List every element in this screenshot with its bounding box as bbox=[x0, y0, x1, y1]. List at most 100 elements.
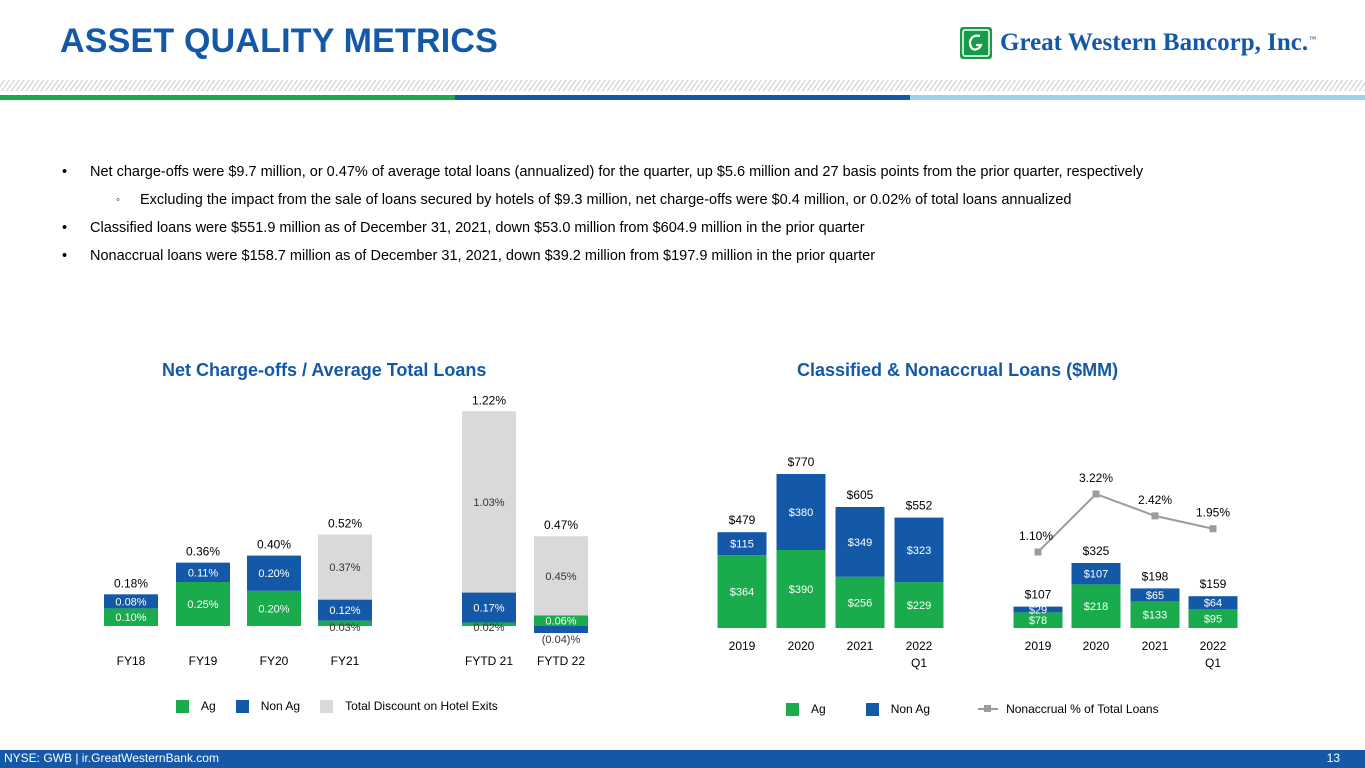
label-ag-FY19: 0.25% bbox=[187, 599, 218, 611]
bar-non-ag-FYTD 21 bbox=[462, 592, 516, 623]
tick-label-2022 Q1: 2022 bbox=[906, 639, 933, 653]
bar-ag-FY21 bbox=[318, 620, 372, 626]
label-ag-2020: $390 bbox=[789, 584, 813, 596]
tick-label-2019: 2019 bbox=[729, 639, 756, 653]
bar-ag-Nonaccrual Loans-2019 bbox=[1013, 612, 1063, 628]
header-hatch-divider bbox=[0, 80, 1365, 91]
label-ag-2021: $133 bbox=[1143, 610, 1167, 622]
label-total-FY21: 0.52% bbox=[328, 516, 362, 530]
bar-ag-FYTD 21 bbox=[462, 622, 516, 626]
bar-ag-Classified Loans-2022 Q1 bbox=[894, 582, 944, 628]
bar-ag-FYTD 22 bbox=[534, 615, 588, 626]
bar-non-ag-FY19 bbox=[176, 562, 230, 582]
net-charge-offs-chart: 0.08% 0.10% 0.18% FY18 0.11% 0.25% 0.36% FY19 0.… bbox=[104, 393, 588, 668]
label-non-ag-FY20: 0.20% bbox=[258, 568, 289, 580]
classified-nonaccrual-chart: $364 $115 $479 2019 $390 $380 $770 2020 $256 $349… bbox=[717, 455, 1238, 670]
chart-title-classified-nonaccrual: Classified & Nonaccrual Loans ($MM) bbox=[797, 360, 1119, 380]
bar-ag-FY19 bbox=[176, 582, 230, 626]
label-ag-2020: $218 bbox=[1084, 601, 1108, 613]
bullet-item: • Net charge-offs were $9.7 million, or 0… bbox=[62, 164, 1144, 180]
bar-non-ag-Classified Loans-2022 Q1 bbox=[894, 517, 944, 583]
bar-ag-Classified Loans-2020 bbox=[776, 550, 826, 628]
color-bar-green bbox=[0, 95, 455, 100]
nonaccrual-pct-line bbox=[1037, 492, 1214, 553]
page-number: 13 bbox=[1326, 751, 1340, 765]
label-hotel-discount-FYTD 22: 0.45% bbox=[545, 571, 576, 583]
label-ag-2021: $256 bbox=[848, 597, 872, 609]
bar-non-ag-Classified Loans-2019 bbox=[717, 532, 767, 556]
label-nonaccrual-pct-2020: 3.22% bbox=[1079, 471, 1113, 485]
tick-label-2020: 2020 bbox=[1083, 639, 1110, 653]
footer-text: NYSE: GWB | ir.GreatWesternBank.com bbox=[4, 751, 219, 765]
bar-non-ag-Classified Loans-2021 bbox=[835, 507, 885, 577]
tick-label-2021: 2021 bbox=[847, 639, 874, 653]
label-non-ag-FY18: 0.08% bbox=[115, 596, 146, 608]
bullet-list: • Net charge-offs were $9.7 million, or 0… bbox=[62, 158, 1143, 270]
bar-non-ag-Nonaccrual Loans-2020 bbox=[1071, 563, 1121, 585]
tick-label-2020: 2020 bbox=[788, 639, 815, 653]
bar-non-ag-FY21 bbox=[318, 599, 372, 621]
legend-item-nonaccrual-pct: Nonaccrual % of Total Loans bbox=[978, 702, 1159, 716]
bar-non-ag-Classified Loans-2020 bbox=[776, 474, 826, 550]
label-non-ag-2022 Q1: $323 bbox=[907, 545, 931, 557]
legend-net-charge-offs: Ag Non Ag Total Discount on Hotel Exits bbox=[176, 699, 518, 713]
bar-ag-Nonaccrual Loans-2020 bbox=[1071, 584, 1121, 628]
label-non-ag-FY19: 0.11% bbox=[188, 567, 219, 579]
tick-label-FY19: FY19 bbox=[189, 654, 218, 668]
label-total-FYTD 22: 0.47% bbox=[544, 518, 578, 532]
brand-logo: Great Western Bancorp, Inc.™ bbox=[960, 26, 1316, 60]
tick-label-2021: 2021 bbox=[1142, 639, 1169, 653]
label-non-ag-2021: $349 bbox=[848, 537, 872, 549]
brand-name: Great Western Bancorp, Inc.™ bbox=[1000, 29, 1317, 56]
bar-non-ag-Nonaccrual Loans-2022 Q1 bbox=[1188, 596, 1238, 609]
label-total-2020: $770 bbox=[788, 455, 815, 469]
label-ag-FY18: 0.10% bbox=[115, 612, 146, 624]
label-hotel-discount-FY21: 0.37% bbox=[329, 562, 360, 574]
label-nonaccrual-pct-2021: 2.42% bbox=[1138, 493, 1172, 507]
label-ag-2019: $364 bbox=[730, 587, 754, 599]
color-bar-blue bbox=[455, 95, 910, 100]
label-total-2019: $479 bbox=[729, 513, 756, 527]
label-total-2022 Q1: $552 bbox=[906, 499, 933, 513]
bar-non-ag-FY18 bbox=[104, 594, 158, 609]
label-hotel-discount-FYTD 21: 1.03% bbox=[473, 497, 504, 509]
label-non-ag-FYTD 22: (0.04)% bbox=[542, 634, 581, 646]
chart-title-net-charge-offs: Net Charge-offs / Average Total Loans bbox=[162, 360, 487, 380]
label-total-FY19: 0.36% bbox=[186, 545, 220, 559]
bar-hotel-discount-FYTD 22 bbox=[534, 536, 588, 616]
label-non-ag-FYTD 21: 0.17% bbox=[473, 603, 504, 615]
nonaccrual-pct-point bbox=[1151, 512, 1159, 520]
bar-non-ag-FY20 bbox=[247, 555, 301, 591]
label-total-FYTD 21: 1.22% bbox=[472, 393, 506, 407]
bar-ag-FY18 bbox=[104, 608, 158, 626]
page-title: ASSET QUALITY METRICS bbox=[60, 22, 499, 60]
color-bar-light-blue bbox=[910, 95, 1365, 100]
label-ag-FY21: 0.03% bbox=[329, 622, 360, 634]
label-total-FY18: 0.18% bbox=[114, 576, 148, 590]
tick-label-FY21: FY21 bbox=[331, 654, 360, 668]
label-non-ag-2021: $65 bbox=[1146, 590, 1164, 602]
legend-item-ag: Ag bbox=[786, 702, 826, 716]
footer-bar: NYSE: GWB | ir.GreatWesternBank.com 13 bbox=[0, 750, 1365, 768]
legend-item-ag: Ag bbox=[176, 699, 216, 713]
label-non-ag-2022 Q1: $64 bbox=[1204, 598, 1222, 610]
label-total-2020: $325 bbox=[1083, 544, 1110, 558]
bar-non-ag-Nonaccrual Loans-2019 bbox=[1013, 606, 1063, 613]
nonaccrual-pct-point bbox=[1209, 525, 1217, 533]
legend-classified-nonaccrual: Ag Non Ag Nonaccrual % of Total Loans bbox=[786, 702, 1179, 716]
bar-ag-Classified Loans-2021 bbox=[835, 576, 885, 628]
tick-label-2019: 2019 bbox=[1025, 639, 1052, 653]
label-ag-FYTD 21: 0.02% bbox=[473, 622, 504, 634]
bar-non-ag-Nonaccrual Loans-2021 bbox=[1130, 588, 1180, 602]
bar-non-ag-FYTD 22 bbox=[534, 626, 588, 634]
label-total-2019: $107 bbox=[1025, 588, 1052, 602]
header-color-bar bbox=[0, 95, 1365, 100]
tick-label-FYTD 21: FYTD 21 bbox=[465, 654, 513, 668]
label-nonaccrual-pct-2019: 1.10% bbox=[1019, 529, 1053, 543]
label-non-ag-FY21: 0.12% bbox=[329, 605, 360, 617]
label-total-2021: $605 bbox=[847, 488, 874, 502]
tick-label-FY18: FY18 bbox=[117, 654, 146, 668]
legend-item-hotel-discount: Total Discount on Hotel Exits bbox=[320, 699, 498, 713]
label-ag-FYTD 22: 0.06% bbox=[545, 616, 576, 628]
label-non-ag-2019: $115 bbox=[730, 539, 754, 551]
